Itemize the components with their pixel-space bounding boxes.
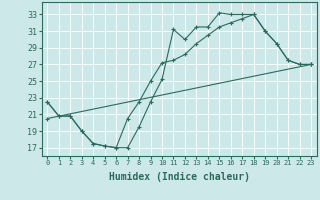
X-axis label: Humidex (Indice chaleur): Humidex (Indice chaleur) [109, 172, 250, 182]
